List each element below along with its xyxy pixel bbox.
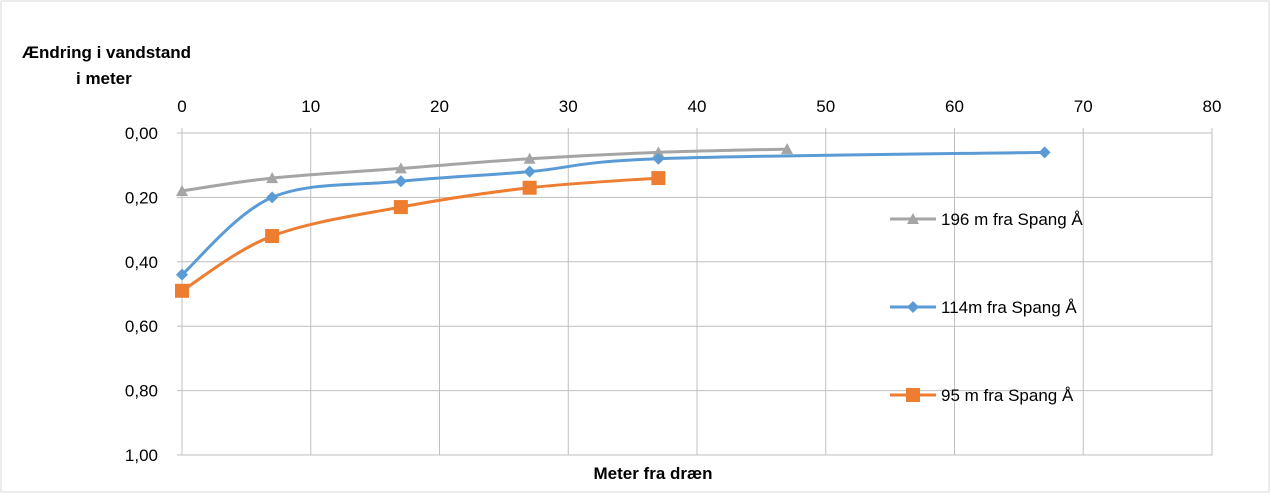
y-tick-label: 1,00 xyxy=(125,446,158,465)
data-point-marker xyxy=(176,184,188,196)
legend-marker xyxy=(906,388,920,402)
data-point-marker xyxy=(523,165,536,178)
data-point-marker xyxy=(652,152,665,165)
data-point-marker xyxy=(394,162,407,174)
y-tick-label: 0,20 xyxy=(125,188,158,207)
y-tick-label: 0,80 xyxy=(125,382,158,401)
legend-label: 196 m fra Spang Å xyxy=(941,210,1083,229)
x-tick-label: 10 xyxy=(301,97,320,116)
data-point-marker xyxy=(176,268,188,281)
data-point-marker xyxy=(523,152,536,164)
series-2 xyxy=(176,146,1051,281)
data-point-marker xyxy=(651,171,666,186)
y-tick-label: 0,60 xyxy=(125,317,158,336)
legend-entry-1: 196 m fra Spang Å xyxy=(890,210,1083,229)
data-point-marker xyxy=(781,143,794,155)
data-point-marker xyxy=(265,229,280,244)
x-tick-label: 40 xyxy=(688,97,707,116)
data-point-marker xyxy=(522,180,537,195)
data-point-marker xyxy=(266,172,279,184)
data-point-marker xyxy=(175,283,189,298)
x-tick-label: 80 xyxy=(1203,97,1222,116)
grid-lines xyxy=(182,133,1212,455)
legend-marker xyxy=(907,301,919,313)
x-tick-label: 60 xyxy=(945,97,964,116)
y-tick-label: 0,00 xyxy=(125,124,158,143)
x-axis-title: Meter fra dræn xyxy=(593,464,712,483)
y-axis-title-line-2: i meter xyxy=(76,69,132,88)
data-point-marker xyxy=(394,175,407,188)
data-point-marker xyxy=(1038,146,1051,159)
legend-entry-3: 95 m fra Spang Å xyxy=(890,386,1074,405)
series-3 xyxy=(175,171,666,298)
legend: 196 m fra Spang Å 114m fra Spang Å 95 m fr… xyxy=(890,210,1083,405)
x-tick-label: 0 xyxy=(177,97,186,116)
x-tick-label: 20 xyxy=(430,97,449,116)
legend-label: 95 m fra Spang Å xyxy=(941,386,1074,405)
series-1 xyxy=(176,143,794,196)
data-point-marker xyxy=(652,146,665,158)
x-tick-label: 50 xyxy=(816,97,835,116)
x-tick-label: 30 xyxy=(559,97,578,116)
axes: 0 10 20 30 40 50 60 70 80 0,00 0,20 0,40 0,60 0,80 1,0… xyxy=(125,97,1222,465)
data-point-marker xyxy=(393,200,408,215)
series-layer xyxy=(175,143,1051,298)
legend-marker xyxy=(907,213,919,224)
legend-entry-2: 114m fra Spang Å xyxy=(890,298,1077,317)
x-tick-label: 70 xyxy=(1074,97,1093,116)
y-tick-label: 0,40 xyxy=(125,253,158,272)
data-point-marker xyxy=(266,191,279,204)
legend-label: 114m fra Spang Å xyxy=(941,298,1077,317)
y-axis-title-line-1: Ændring i vandstand xyxy=(22,43,191,62)
